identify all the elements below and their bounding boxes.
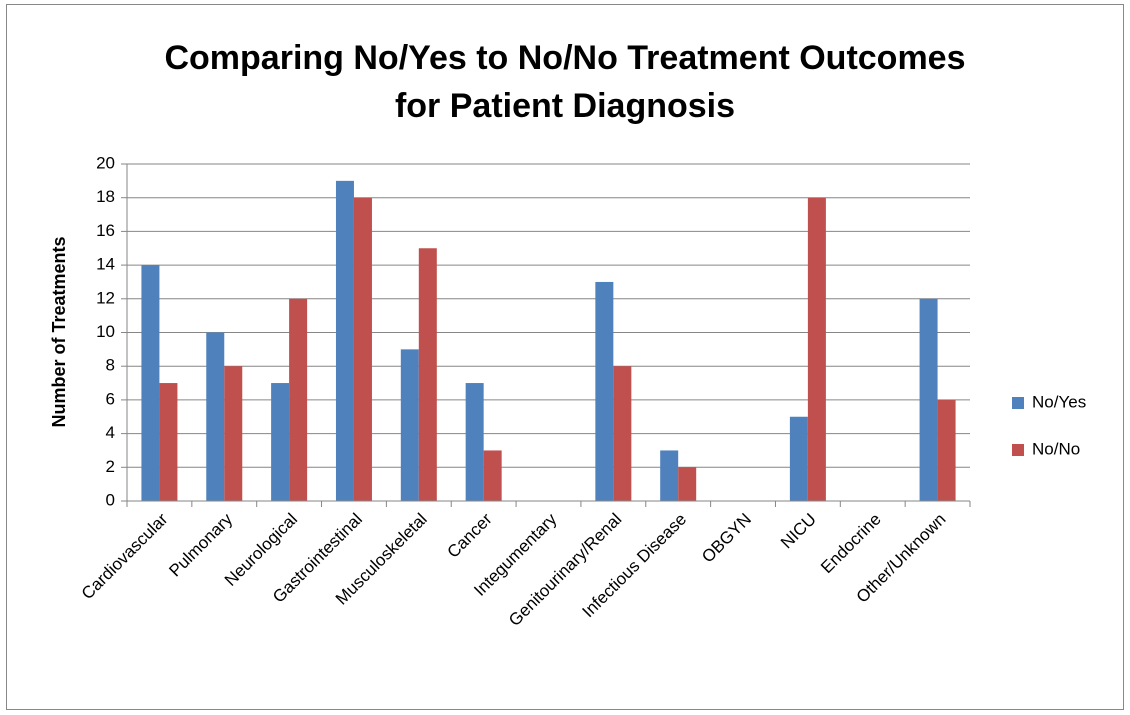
bar [224,366,243,501]
bar [613,366,632,501]
bar [595,281,614,501]
y-tick-label: 2 [106,457,115,476]
y-tick-label: 16 [96,221,115,240]
bar [789,416,808,501]
bar [400,349,419,501]
y-tick-label: 8 [106,356,115,375]
legend-swatch [1012,444,1024,456]
bar [807,197,826,501]
bar [418,248,437,501]
y-tick-label: 4 [106,423,115,442]
bar [678,467,697,501]
y-tick-label: 14 [96,255,115,274]
bar [465,383,484,501]
chart-title: Comparing No/Yes to No/No Treatment Outc… [164,39,965,77]
bar [289,298,308,501]
bar [483,450,502,501]
y-axis-label: Number of Treatments [49,236,69,427]
y-tick-label: 10 [96,322,115,341]
bar [919,298,938,501]
bar [335,180,354,501]
bar [353,197,372,501]
legend-label: No/No [1032,439,1080,458]
bar [660,450,679,501]
bar [141,265,160,501]
bar [206,332,225,501]
bar [159,383,178,501]
y-tick-label: 18 [96,187,115,206]
legend-label: No/Yes [1032,392,1086,411]
y-tick-label: 12 [96,288,115,307]
y-tick-label: 0 [106,490,115,509]
y-tick-label: 20 [96,153,115,172]
legend-swatch [1012,397,1024,409]
bar [937,399,956,501]
bar [271,383,290,501]
y-tick-label: 6 [106,389,115,408]
chart-title: for Patient Diagnosis [395,87,735,125]
